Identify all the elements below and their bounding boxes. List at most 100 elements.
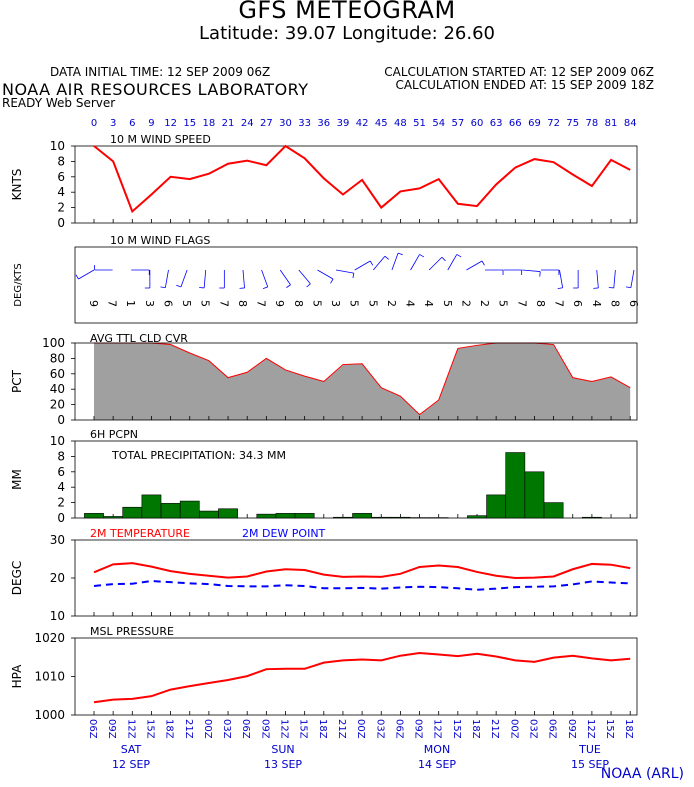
wind-barb <box>373 255 386 271</box>
wind-barb-flag <box>419 254 425 258</box>
wind-speed-label: 5 <box>348 300 361 307</box>
utc-hour-label: 09Z <box>259 719 270 739</box>
wind-speed-label: 8 <box>236 300 249 307</box>
day-date-label: 15 SEP <box>571 758 609 771</box>
forecast-hour-label: 57 <box>451 118 464 129</box>
utc-hour-label: 15Z <box>144 719 155 739</box>
wind-flags-title: 10 M WIND FLAGS <box>110 234 210 247</box>
precip-bar <box>352 513 372 519</box>
utc-hour-label: 21Z <box>489 719 500 739</box>
utc-hour-label: 06Z <box>240 719 251 739</box>
utc-hour-label: 09Z <box>566 719 577 739</box>
cloud-cover-ytick-label: 60 <box>50 367 65 381</box>
wind-speed-label: 7 <box>106 300 119 307</box>
wind-barb <box>522 269 541 272</box>
forecast-hour-label: 66 <box>509 118 522 129</box>
forecast-hour-label: 24 <box>241 118 254 129</box>
utc-hour-label: 06Z <box>393 719 404 739</box>
wind-speed-label: 5 <box>180 300 193 307</box>
wind-barb-flag <box>481 260 485 266</box>
precip-ylabel: MM <box>10 469 24 490</box>
wind-barb <box>354 260 371 271</box>
wind-speed-ylabel: KNTS <box>10 169 24 201</box>
cloud-cover-frame <box>74 342 638 421</box>
utc-hour-label: 18Z <box>164 719 175 739</box>
forecast-hour-label: 69 <box>528 118 541 129</box>
forecast-hour-label: 6 <box>129 118 135 129</box>
wind-barb <box>203 269 207 288</box>
wind-speed-label: 7 <box>553 300 566 307</box>
utc-hour-label: 09Z <box>413 719 424 739</box>
temperature-line <box>93 562 631 580</box>
precip-bar <box>486 494 507 519</box>
utc-hour-label: 21Z <box>336 719 347 739</box>
dew-point-line <box>93 580 631 591</box>
wind-barb-flag <box>262 286 268 290</box>
utc-hour-label: 15Z <box>451 719 462 739</box>
forecast-hour-label: 63 <box>490 118 503 129</box>
lab-name: NOAA AIR RESOURCES LABORATORY <box>2 80 309 99</box>
precip-bar <box>218 508 238 519</box>
wind-speed-label: 9 <box>273 300 286 307</box>
precip-bar <box>467 515 487 519</box>
wind-barb <box>180 269 188 288</box>
utc-hour-label: 12Z <box>125 719 136 739</box>
utc-hour-label: 00Z <box>202 719 213 739</box>
utc-hour-label: 12Z <box>279 719 290 739</box>
cloud-cover-area <box>94 343 631 420</box>
wind-barb <box>447 254 458 271</box>
wind-barb-flag <box>160 286 166 289</box>
wind-speed-label: 6 <box>627 300 640 307</box>
precip-ytick-label: 10 <box>50 434 65 448</box>
wind-barb-flag <box>75 274 79 280</box>
forecast-hour-label: 84 <box>624 118 637 129</box>
forecast-hour-label: 33 <box>298 118 311 129</box>
wind-speed-label: 3 <box>143 300 156 307</box>
day-date-label: 13 SEP <box>264 758 302 771</box>
wind-barb <box>596 269 599 288</box>
temperature-ytick-label: 30 <box>50 533 65 547</box>
precip-ytick-label: 4 <box>57 480 65 494</box>
wind-speed-ytick-label: 8 <box>57 154 65 168</box>
wind-barb-flag <box>625 286 631 289</box>
precip-bar <box>333 516 353 519</box>
cloud-cover-ylabel: PCT <box>10 369 24 393</box>
cloud-cover-title: AVG TTL CLD CVR <box>90 332 188 345</box>
wind-speed-label: 4 <box>590 300 603 307</box>
dew-point-legend: 2M DEW POINT <box>242 527 326 540</box>
wind-barb <box>298 269 311 285</box>
wind-speed-label: 8 <box>534 300 547 307</box>
wind-speed-line <box>93 144 631 214</box>
cloud-cover-ytick-label: 20 <box>50 398 65 412</box>
wind-speed-label: 8 <box>608 300 621 307</box>
utc-hour-label: 18Z <box>317 719 328 739</box>
wind-barb-flag <box>369 260 374 266</box>
precip-bar <box>122 506 143 519</box>
wind-speed-title: 10 M WIND SPEED <box>110 133 211 146</box>
precip-bar <box>256 513 277 519</box>
wind-speed-label: 2 <box>385 300 398 307</box>
data-initial-time: DATA INITIAL TIME: 12 SEP 2009 06Z <box>50 65 271 79</box>
forecast-hour-label: 12 <box>164 118 177 129</box>
precip-bar <box>543 502 564 519</box>
forecast-hour-label: 3 <box>110 118 116 129</box>
wind-barb <box>410 254 420 271</box>
wind-speed-label: 6 <box>161 300 174 307</box>
wind-barb <box>613 269 616 288</box>
forecast-hour-label: 48 <box>394 118 407 129</box>
wind-barb-flag <box>352 273 355 279</box>
forecast-hour-label: 21 <box>222 118 235 129</box>
precip-title: 6H PCPN <box>90 428 138 441</box>
wind-barb <box>391 252 399 271</box>
forecast-hour-label: 0 <box>91 118 97 129</box>
wind-barb-flag <box>441 256 446 262</box>
precip-bar <box>275 513 296 519</box>
wind-speed-label: 6 <box>571 300 584 307</box>
utc-hour-label: 12Z <box>585 719 596 739</box>
wind-barb-flag <box>456 254 462 258</box>
wind-barb <box>242 269 245 288</box>
wind-barb <box>559 269 564 288</box>
forecast-hour-label: 54 <box>432 118 445 129</box>
precip-bar <box>160 503 181 519</box>
